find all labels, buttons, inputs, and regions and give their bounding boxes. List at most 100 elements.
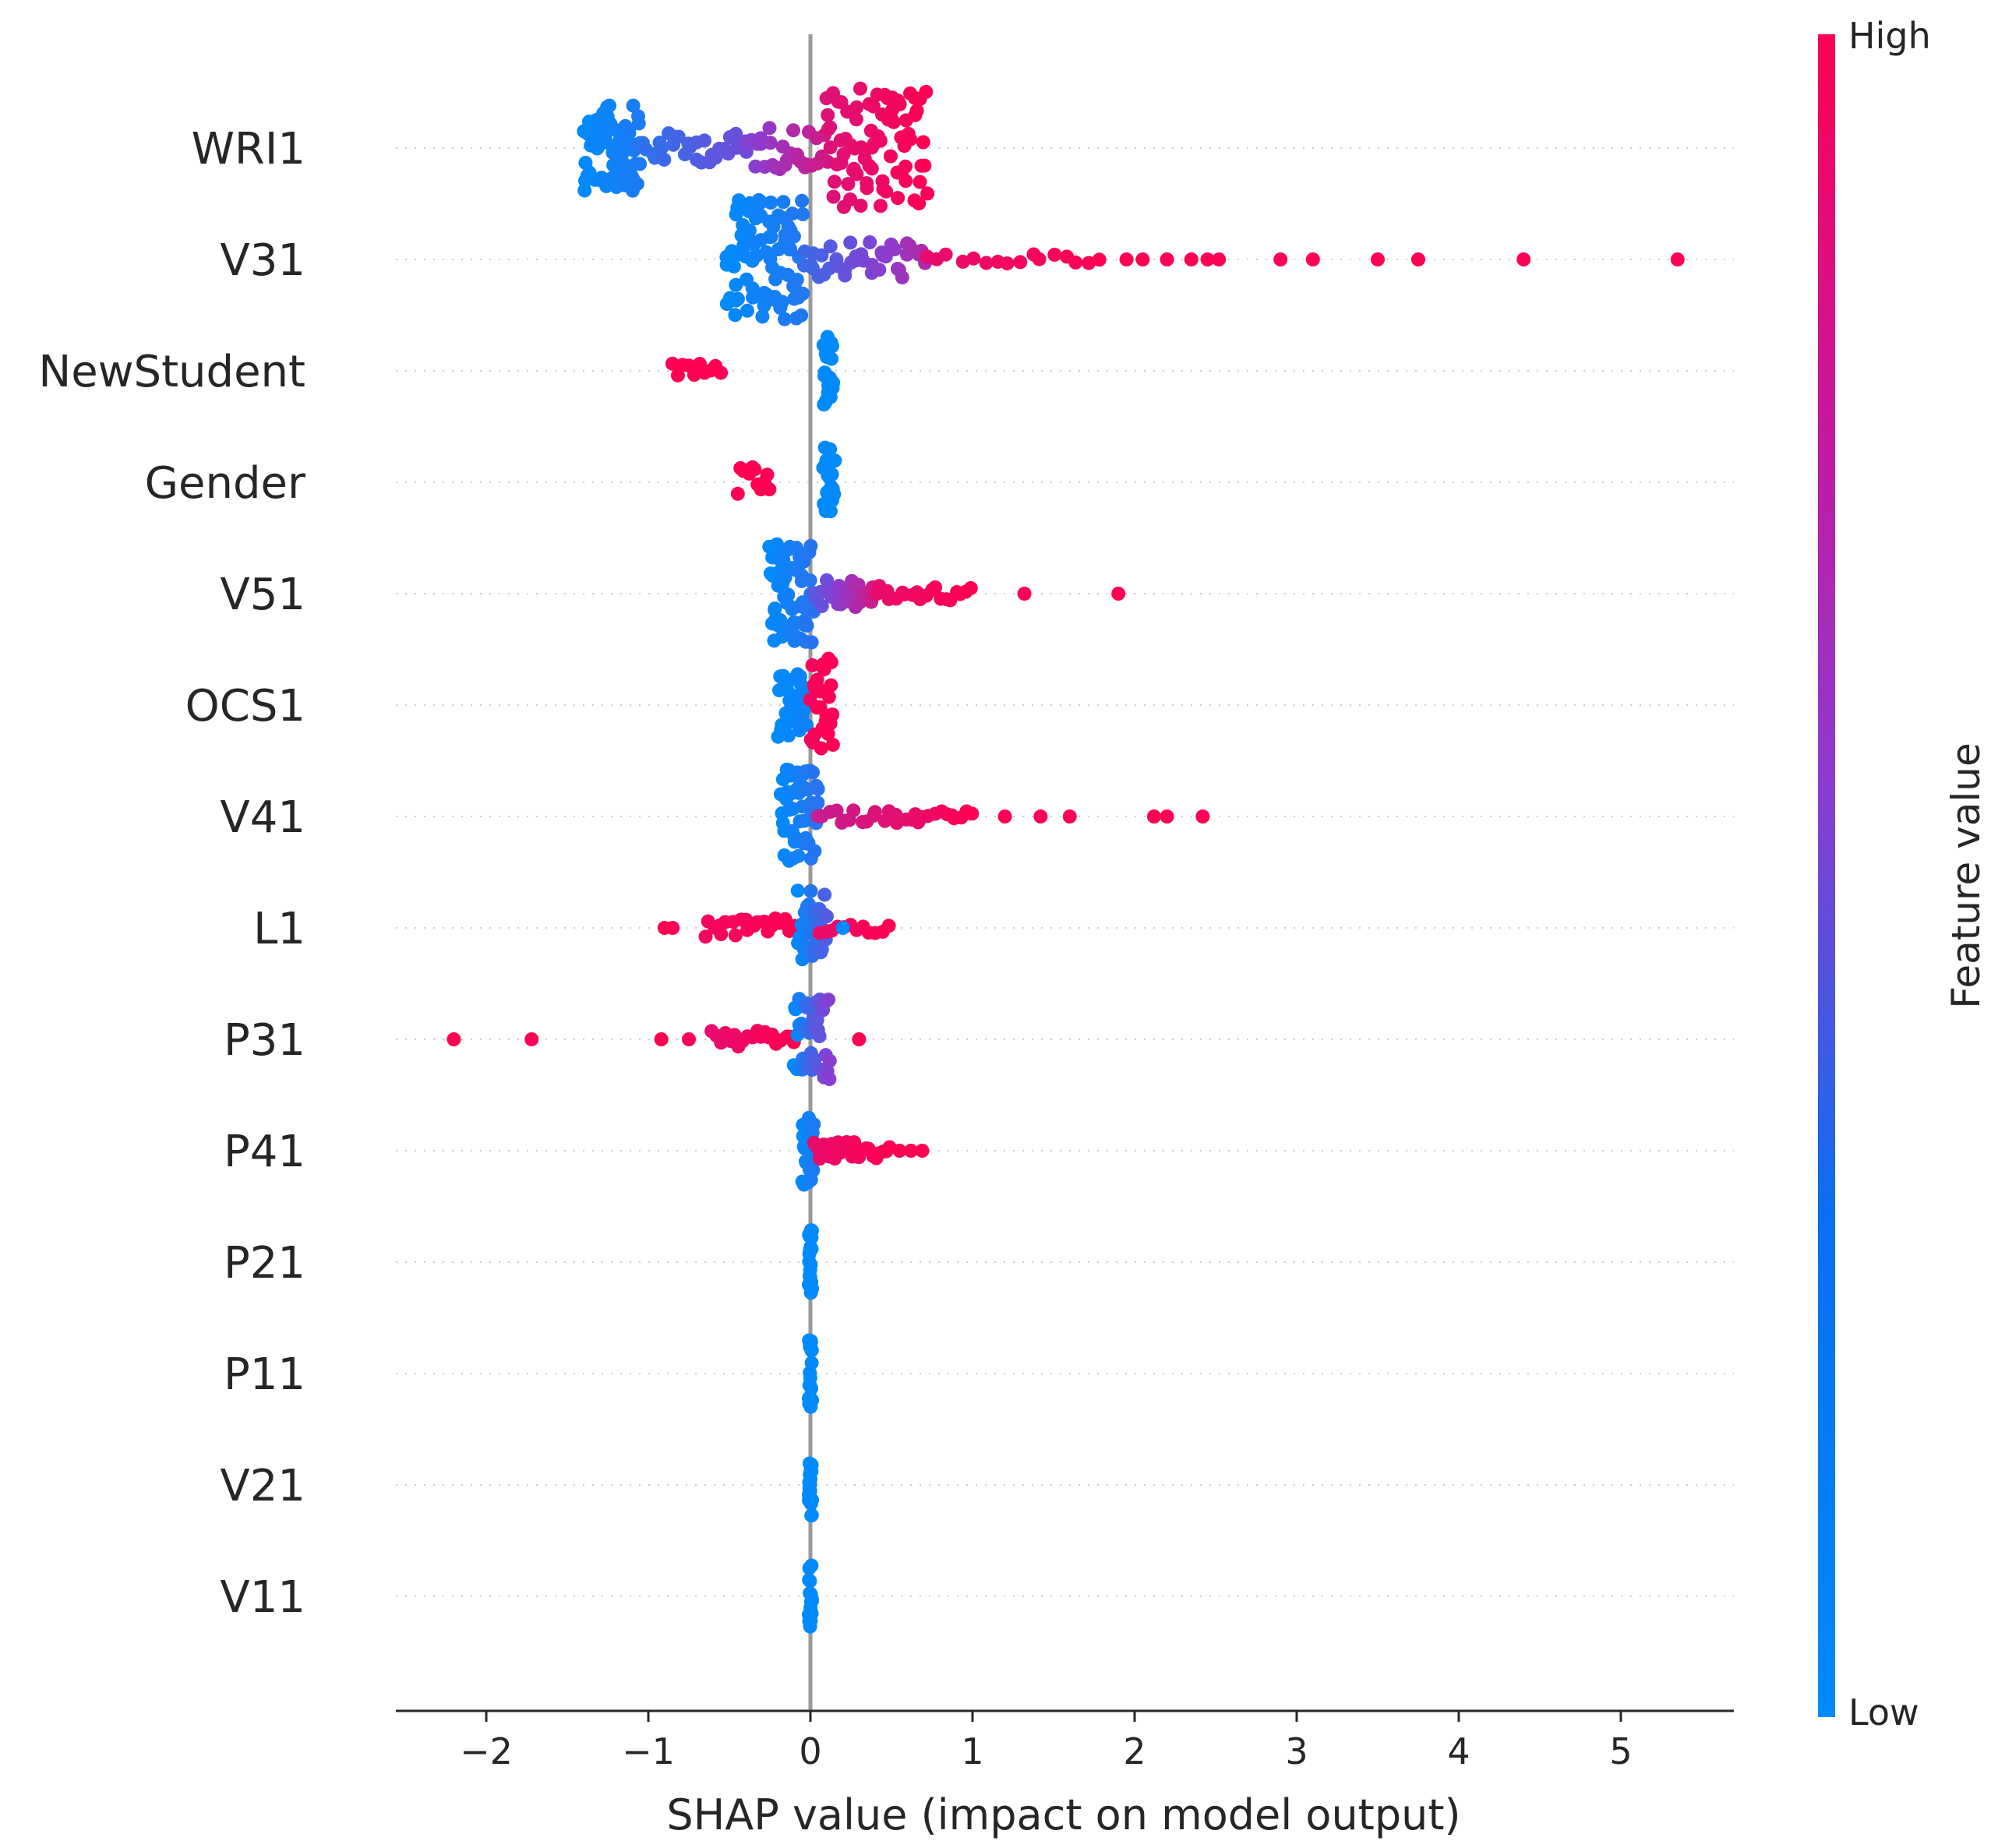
data-point — [852, 1032, 867, 1046]
data-point — [823, 120, 838, 135]
feature-label: P21 — [224, 1238, 305, 1289]
data-point — [824, 351, 838, 366]
data-point — [730, 486, 745, 501]
data-point — [849, 167, 864, 182]
data-point — [825, 737, 840, 752]
data-point — [800, 619, 814, 633]
data-point — [730, 291, 745, 306]
data-point — [626, 98, 641, 113]
data-point — [740, 303, 754, 318]
data-point — [766, 219, 781, 234]
feature-label: P11 — [224, 1349, 305, 1400]
data-point — [1147, 809, 1161, 823]
data-point — [1033, 809, 1048, 823]
data-point — [810, 795, 825, 810]
data-point — [860, 181, 874, 196]
feature-row-p11 — [801, 1333, 820, 1414]
data-point — [963, 580, 978, 595]
data-point — [1411, 252, 1425, 266]
x-tick-label: 5 — [1609, 1730, 1632, 1772]
data-point — [1371, 252, 1385, 266]
data-point — [965, 806, 980, 821]
data-point — [1092, 252, 1107, 267]
data-point — [791, 848, 806, 863]
feature-row-p21 — [802, 1223, 820, 1300]
data-point — [903, 132, 918, 146]
data-point — [795, 193, 810, 208]
data-point — [805, 658, 820, 672]
x-axis-ticks: −2 −1 0 1 2 3 4 5 — [460, 1711, 1633, 1772]
data-point — [687, 368, 701, 382]
colorbar — [1818, 34, 1835, 1717]
data-point — [782, 728, 796, 742]
x-tick-label: 0 — [799, 1730, 821, 1772]
data-point — [821, 108, 835, 122]
data-point — [912, 196, 927, 211]
data-point — [804, 1508, 819, 1522]
feature-label: V11 — [220, 1572, 305, 1623]
data-point — [919, 84, 934, 99]
data-point — [1212, 252, 1227, 266]
data-point — [1670, 252, 1685, 266]
data-point — [804, 1606, 819, 1621]
data-point — [843, 235, 858, 250]
feature-labels: WRI1 V31 NewStudent Gender V51 OCS1 V41 L1 P31 P4… — [38, 124, 306, 1623]
data-point — [800, 718, 814, 732]
data-point — [803, 538, 818, 553]
data-point — [827, 175, 842, 189]
data-point — [804, 1223, 819, 1238]
data-point — [814, 598, 829, 613]
data-point — [1160, 809, 1174, 823]
data-point — [821, 689, 836, 704]
data-point — [776, 195, 791, 210]
data-point — [821, 993, 836, 1007]
data-point — [773, 613, 788, 628]
data-point — [881, 919, 896, 933]
data-point — [913, 175, 927, 189]
feature-row-l1 — [657, 883, 896, 967]
data-point — [671, 129, 686, 144]
feature-row-v11 — [802, 1558, 820, 1634]
data-point — [714, 927, 729, 942]
data-point — [755, 309, 770, 324]
feature-label: V31 — [220, 235, 305, 286]
data-point — [843, 192, 858, 206]
feature-label: P31 — [224, 1015, 305, 1066]
data-points — [447, 81, 1685, 1634]
data-point — [979, 256, 994, 270]
data-point — [763, 136, 778, 150]
data-point — [728, 308, 743, 323]
feature-row-newstudent — [665, 330, 841, 412]
data-point — [803, 1370, 817, 1385]
data-point — [805, 1282, 820, 1296]
feature-label: V51 — [220, 570, 305, 620]
data-point — [1000, 256, 1015, 271]
data-point — [762, 482, 777, 497]
data-point — [655, 140, 669, 155]
data-point — [938, 247, 953, 262]
colorbar-high-label: High — [1848, 15, 1931, 57]
data-point — [822, 1072, 837, 1087]
data-point — [1013, 255, 1028, 270]
data-point — [726, 259, 741, 273]
data-point — [920, 186, 935, 201]
feature-row-p31 — [447, 992, 867, 1087]
data-point — [622, 125, 637, 140]
data-point — [729, 277, 743, 292]
data-point — [760, 467, 775, 482]
data-point — [796, 207, 810, 221]
data-point — [805, 1493, 820, 1508]
data-point — [812, 1029, 827, 1043]
data-point — [803, 1574, 817, 1589]
data-point — [873, 133, 888, 148]
data-point — [810, 781, 825, 796]
data-point — [874, 199, 888, 213]
data-point — [1111, 587, 1126, 601]
feature-label: WRI1 — [192, 124, 305, 175]
colorbar-title: Feature value — [1943, 742, 1989, 1008]
row-guides — [396, 147, 1734, 1597]
data-point — [804, 1458, 819, 1472]
data-point — [1200, 252, 1215, 266]
data-point — [1062, 809, 1077, 823]
